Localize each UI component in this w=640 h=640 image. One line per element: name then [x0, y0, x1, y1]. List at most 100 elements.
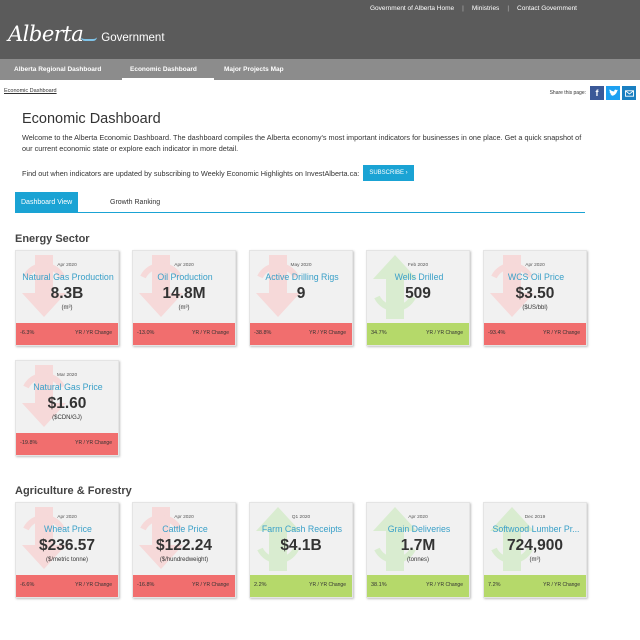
indicator-card[interactable]: Apr 2020 Wheat Price $236.57 ($/metric tonn…	[15, 502, 119, 598]
nav-regional-dashboard[interactable]: Alberta Regional Dashboard	[14, 66, 102, 73]
logo-wave-icon	[81, 37, 98, 41]
tab-growth-ranking[interactable]: Growth Ranking	[110, 199, 161, 206]
change-bar: -19.8% YR / YR Change	[16, 433, 118, 455]
card-value: 509	[405, 285, 431, 302]
change-bar: 7.2% YR / YR Change	[484, 575, 586, 597]
card-title[interactable]: Wells Drilled	[394, 272, 444, 282]
card-value: $1.60	[47, 395, 87, 412]
indicator-card[interactable]: Apr 2020 Grain Deliveries 1.7M (tonnes) 38.1…	[366, 502, 470, 598]
twitter-icon[interactable]	[606, 86, 620, 100]
indicator-card[interactable]: Apr 2020 WCS Oil Price $3.50 ($US/bbl) -93.4…	[483, 250, 587, 346]
change-label: YR / YR Change	[192, 330, 229, 336]
nav-major-projects-map[interactable]: Major Projects Map	[224, 66, 284, 73]
ministries-link[interactable]: Ministries	[471, 5, 500, 12]
change-bar: -38.8% YR / YR Change	[250, 323, 352, 345]
card-unit: (m³)	[61, 305, 73, 311]
indicator-card[interactable]: Q1 2020 Farm Cash Receipts $4.1B 2.2% YR / Y…	[249, 502, 353, 598]
change-label: YR / YR Change	[543, 582, 580, 588]
change-bar: -6.6% YR / YR Change	[16, 575, 118, 597]
nav-economic-dashboard[interactable]: Economic Dashboard	[130, 66, 197, 73]
share-label: Share this page:	[549, 90, 586, 96]
card-title[interactable]: Softwood Lumber Pr...	[492, 524, 580, 534]
indicator-card[interactable]: Dec 2019 Softwood Lumber Pr... 724,900 (m³)…	[483, 502, 587, 598]
card-title[interactable]: Cattle Price	[162, 524, 208, 534]
card-title[interactable]: Natural Gas Price	[33, 382, 103, 392]
up-arrow-icon	[373, 507, 417, 571]
card-date: Apr 2020	[408, 515, 428, 520]
alberta-logo[interactable]: Alberta Government	[8, 22, 165, 46]
subscribe-text: Find out when indicators are updated by …	[22, 168, 360, 178]
change-percent: 2.2%	[254, 582, 267, 588]
card-value: 1.7M	[400, 537, 436, 554]
indicator-card[interactable]: Apr 2020 Cattle Price $122.24 ($/hundredwei…	[132, 502, 236, 598]
card-date: Mar 2020	[56, 373, 78, 378]
indicator-card[interactable]: Mar 2020 Natural Gas Price $1.60 ($CDN/GJ) -…	[15, 360, 119, 456]
change-label: YR / YR Change	[192, 582, 229, 588]
up-arrow-icon	[256, 507, 300, 571]
card-value: $3.50	[515, 285, 555, 302]
email-icon[interactable]	[622, 86, 636, 100]
section-title-agriculture: Agriculture & Forestry	[15, 485, 132, 497]
card-title[interactable]: Oil Production	[157, 272, 213, 282]
card-date: Apr 2020	[174, 263, 194, 268]
logo-government: Government	[101, 32, 165, 44]
subscribe-button[interactable]: SUBSCRIBE ›	[363, 165, 414, 181]
up-arrow-icon	[373, 255, 417, 319]
indicator-card[interactable]: May 2020 Active Drilling Rigs 9 -38.8% YR / …	[249, 250, 353, 346]
card-value: 8.3B	[50, 285, 84, 302]
down-arrow-icon	[139, 507, 183, 569]
down-arrow-icon	[490, 255, 534, 317]
share-bar: Share this page: f	[550, 86, 636, 100]
change-label: YR / YR Change	[309, 582, 346, 588]
change-bar: -6.3% YR / YR Change	[16, 323, 118, 345]
change-bar: 2.2% YR / YR Change	[250, 575, 352, 597]
change-percent: 7.2%	[488, 582, 501, 588]
down-arrow-icon	[256, 255, 300, 317]
card-value: 9	[296, 285, 306, 302]
card-date: Apr 2020	[174, 515, 194, 520]
change-label: YR / YR Change	[543, 330, 580, 336]
contact-government-link[interactable]: Contact Government	[517, 5, 577, 12]
indicator-card[interactable]: Feb 2020 Wells Drilled 509 34.7% YR / YR Cha…	[366, 250, 470, 346]
change-label: YR / YR Change	[75, 330, 112, 336]
site-header: Government of Alberta Home | Ministries …	[0, 0, 640, 59]
change-percent: -13.0%	[137, 330, 155, 336]
card-title[interactable]: Natural Gas Production	[22, 272, 114, 282]
card-unit: ($CDN/GJ)	[52, 415, 82, 421]
change-label: YR / YR Change	[426, 330, 463, 336]
change-bar: -16.8% YR / YR Change	[133, 575, 235, 597]
card-title[interactable]: Wheat Price	[44, 524, 92, 534]
card-value: $122.24	[155, 537, 213, 554]
card-unit: (tonnes)	[406, 557, 429, 563]
card-title[interactable]: Farm Cash Receipts	[261, 524, 343, 534]
card-value: 724,900	[506, 537, 564, 554]
facebook-icon[interactable]: f	[590, 86, 604, 100]
indicator-card[interactable]: Apr 2020 Oil Production 14.8M (m³) -13.0% YR …	[132, 250, 236, 346]
change-label: YR / YR Change	[75, 582, 112, 588]
tab-dashboard-view[interactable]: Dashboard View	[15, 192, 79, 213]
divider: |	[462, 5, 464, 12]
down-arrow-icon	[139, 255, 183, 317]
card-title[interactable]: Grain Deliveries	[387, 524, 451, 534]
card-date: Feb 2020	[407, 263, 429, 268]
indicator-card[interactable]: Apr 2020 Natural Gas Production 8.3B (m³) -6…	[15, 250, 119, 346]
page-title: Economic Dashboard	[22, 111, 161, 127]
breadcrumb[interactable]: Economic Dashboard	[4, 88, 57, 94]
card-date: May 2020	[290, 263, 312, 268]
card-unit: ($/metric tonne)	[45, 557, 88, 563]
card-title[interactable]: Active Drilling Rigs	[265, 272, 339, 282]
intro-text: Welcome to the Alberta Economic Dashboar…	[22, 133, 582, 153]
up-arrow-icon	[490, 507, 534, 571]
card-date: Apr 2020	[525, 263, 545, 268]
card-title[interactable]: WCS Oil Price	[507, 272, 565, 282]
card-unit: (m³)	[529, 557, 541, 563]
subscribe-row: Find out when indicators are updated by …	[22, 165, 414, 181]
view-tabs: Dashboard View Growth Ranking	[15, 192, 585, 213]
change-percent: -19.8%	[20, 440, 38, 446]
card-value: 14.8M	[162, 285, 206, 302]
logo-script: Alberta	[8, 22, 84, 46]
gov-home-link[interactable]: Government of Alberta Home	[369, 5, 455, 12]
down-arrow-icon	[22, 255, 66, 317]
change-bar: 34.7% YR / YR Change	[367, 323, 469, 345]
section-title-energy: Energy Sector	[15, 233, 90, 245]
